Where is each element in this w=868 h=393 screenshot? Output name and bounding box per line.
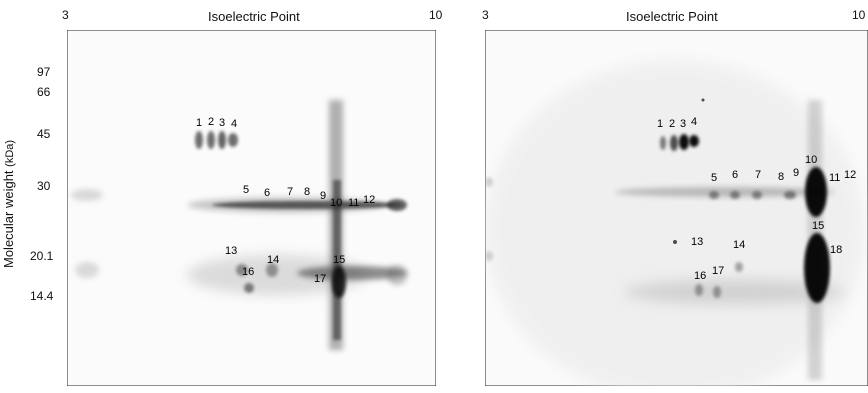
left-gel-image: 1 2 3 4 5 6 7 8 9 10 11 12 13 14 15 16 1… (67, 30, 436, 386)
mw-marker-30: 30 (37, 179, 51, 193)
left-ph-min: 3 (62, 8, 69, 22)
left-x-axis-title: Isoelectric Point (208, 9, 300, 24)
right-spot-label-9: 9 (793, 167, 800, 179)
right-spot-label-10: 10 (805, 154, 818, 166)
right-spot-label-4: 4 (691, 116, 698, 128)
left-ph-max: 10 (429, 8, 443, 22)
left-spot-label-16: 16 (242, 266, 255, 278)
right-spot-label-16: 16 (694, 270, 707, 282)
y-axis-unit: (kDa) (4, 139, 16, 167)
right-spot-label-12: 12 (844, 169, 857, 181)
right-spot-label-8: 8 (778, 171, 785, 183)
right-spot-label-13: 13 (691, 236, 704, 248)
mw-marker-97: 97 (37, 65, 51, 79)
left-spot-label-2: 2 (208, 116, 215, 128)
left-gel-svg (67, 30, 436, 386)
left-spot-label-3: 3 (219, 117, 226, 129)
right-ph-max: 10 (852, 8, 866, 22)
right-spot-label-11: 11 (829, 172, 841, 184)
right-spot-label-18: 18 (830, 244, 843, 256)
left-spot-label-14: 14 (267, 254, 280, 266)
y-axis-title: Molecular weight (kDa) (1, 139, 17, 268)
mw-marker-20-1: 20.1 (30, 249, 54, 263)
right-spot-label-1: 1 (657, 118, 664, 130)
left-spot-label-1: 1 (196, 117, 203, 129)
mw-marker-14-4: 14.4 (30, 289, 54, 303)
left-spot-label-17: 17 (314, 273, 327, 285)
left-spot-label-10: 10 (330, 197, 343, 209)
left-spot-label-13: 13 (225, 245, 238, 257)
mw-marker-45: 45 (37, 127, 51, 141)
right-gel-image: 1 2 3 4 5 6 7 8 9 10 11 12 13 14 15 16 1… (485, 30, 868, 386)
right-spot-label-7: 7 (755, 169, 762, 181)
left-spot-label-12: 12 (363, 194, 376, 206)
left-spot-label-8: 8 (304, 186, 311, 198)
right-spot-label-3: 3 (680, 118, 687, 130)
right-gel-svg (485, 30, 868, 386)
left-spot-label-4: 4 (231, 118, 238, 130)
left-spot-label-6: 6 (264, 187, 271, 199)
right-spot-label-2: 2 (669, 118, 676, 130)
left-spot-label-5: 5 (243, 184, 250, 196)
right-x-axis-title: Isoelectric Point (626, 9, 718, 24)
left-spot-label-9: 9 (320, 190, 327, 202)
right-spot-label-5: 5 (711, 172, 718, 184)
left-spot-label-15: 15 (333, 254, 346, 266)
right-spot-label-15: 15 (812, 220, 825, 232)
right-ph-min: 3 (482, 8, 489, 22)
mw-marker-66: 66 (37, 85, 51, 99)
left-spot-label-11: 11 (348, 197, 360, 209)
right-spot-label-14: 14 (733, 239, 746, 251)
left-spot-label-7: 7 (287, 186, 294, 198)
y-axis-title-text: Molecular weight (1, 170, 16, 268)
right-spot-label-17: 17 (712, 265, 725, 277)
right-spot-label-6: 6 (732, 169, 739, 181)
